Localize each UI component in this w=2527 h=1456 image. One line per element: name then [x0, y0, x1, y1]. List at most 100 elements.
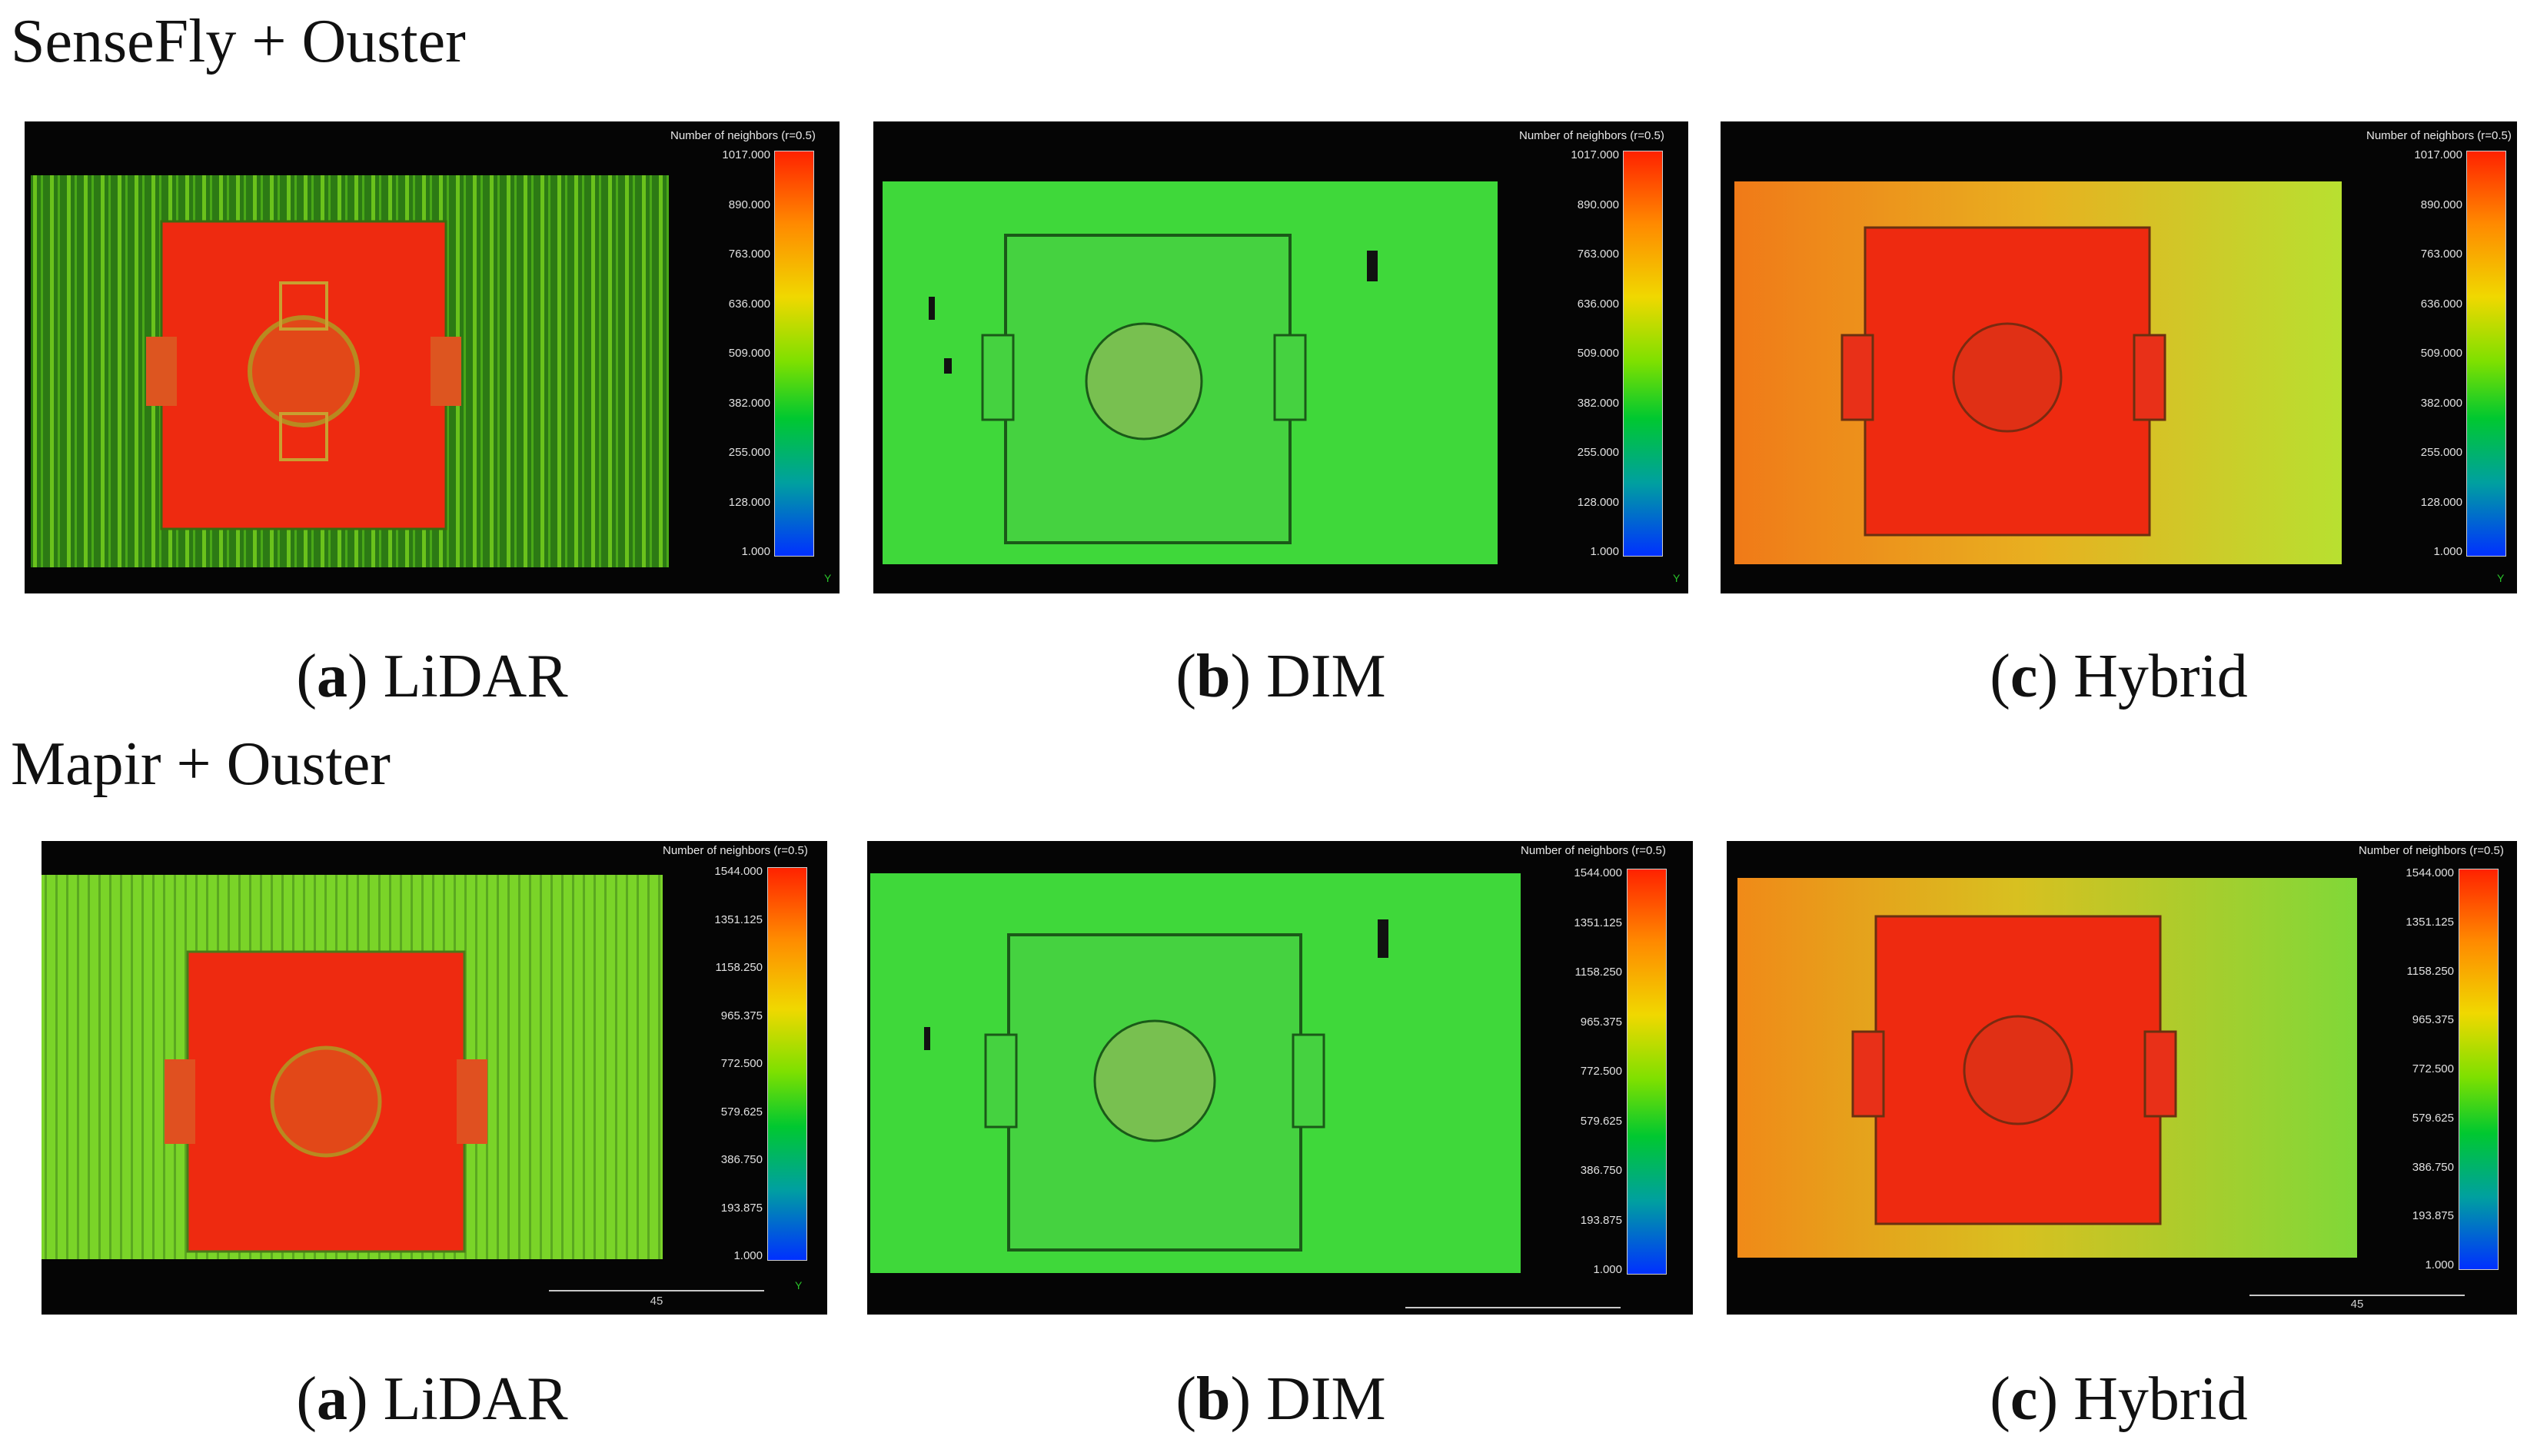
caption-sensefly-hybrid: (c) Hybrid: [1990, 643, 2248, 710]
colorbar-tick-label: 763.000: [728, 248, 770, 261]
colorbar-tick-label: 382.000: [728, 396, 770, 410]
colorbar-tick-label: 636.000: [2420, 297, 2462, 311]
colorbar-tick-label: 509.000: [728, 347, 770, 360]
colorbar-title: Number of neighbors (r=0.5): [2359, 844, 2504, 857]
colorbar-ticks: 1017.000 890.000 763.000 636.000 509.000 382.…: [2401, 148, 2462, 558]
caption-sensefly-dim: (b) DIM: [1175, 643, 1386, 710]
colorbar-tick-label: 1351.125: [2406, 915, 2454, 929]
colorbar-ticks: 1544.000 1351.125 1158.250 965.375 772.500 57…: [1561, 866, 1622, 1276]
scale-bar-label: 45: [650, 1295, 663, 1308]
colorbar-tick-label: 1544.000: [2406, 866, 2454, 879]
colorbar: [1627, 869, 1667, 1275]
panel-sensefly-dim: Number of neighbors (r=0.5) 1017.000 890.…: [873, 121, 1688, 593]
scale-bar-label: 45: [2350, 1298, 2364, 1311]
colorbar-tick-label: 1017.000: [722, 148, 770, 161]
scale-bar: [549, 1290, 764, 1291]
colorbar-tick-label: 1351.125: [1574, 916, 1622, 929]
colorbar-tick-label: 193.875: [1580, 1213, 1622, 1227]
colorbar-tick-label: 1017.000: [2414, 148, 2462, 161]
colorbar-tick-label: 1158.250: [1574, 966, 1622, 979]
colorbar-tick-label: 193.875: [720, 1201, 763, 1215]
colorbar-tick-label: 636.000: [728, 297, 770, 311]
colorbar-tick-label: 890.000: [1577, 198, 1619, 211]
colorbar-ticks: 1544.000 1351.125 1158.250 965.375 772.500 57…: [701, 865, 763, 1262]
panel-sensefly-lidar: Number of neighbors (r=0.5) 1017.000 890.…: [25, 121, 840, 593]
colorbar-tick-label: 1.000: [2425, 1258, 2454, 1272]
colorbar-tick-label: 509.000: [2420, 347, 2462, 360]
colorbar-tick-label: 772.500: [1580, 1065, 1622, 1078]
point-density-map: [1734, 181, 2342, 564]
colorbar-tick-label: 1544.000: [1574, 866, 1622, 879]
panel-mapir-hybrid: Number of neighbors (r=0.5) 1544.000 1351…: [1727, 841, 2517, 1315]
colorbar-title: Number of neighbors (r=0.5): [2366, 129, 2512, 142]
colorbar-ticks: 1017.000 890.000 763.000 636.000 509.000 382.…: [1558, 148, 1619, 558]
colorbar-tick-label: 386.750: [1580, 1164, 1622, 1177]
colorbar-tick-label: 1.000: [733, 1249, 763, 1262]
panel-sensefly-hybrid: Number of neighbors (r=0.5) 1017.000 890.…: [1721, 121, 2517, 593]
colorbar: [1623, 151, 1663, 557]
caption-sensefly-lidar: (a) LiDAR: [296, 643, 568, 710]
point-density-map: [870, 873, 1521, 1273]
colorbar-tick-label: 255.000: [728, 446, 770, 459]
colorbar-tick-label: 1.000: [1593, 1263, 1622, 1276]
colorbar-tick-label: 509.000: [1577, 347, 1619, 360]
caption-mapir-lidar: (a) LiDAR: [296, 1365, 568, 1433]
colorbar: [767, 867, 807, 1261]
caption-mapir-dim: (b) DIM: [1175, 1365, 1386, 1433]
axis-indicator: Y: [2497, 572, 2505, 584]
colorbar-tick-label: 1351.125: [714, 912, 763, 926]
group-title-sensefly: SenseFly + Ouster: [11, 8, 466, 75]
colorbar-tick-label: 193.875: [2412, 1209, 2454, 1223]
scale-bar: [2249, 1295, 2465, 1296]
colorbar-title: Number of neighbors (r=0.5): [663, 844, 808, 857]
colorbar-tick-label: 763.000: [2420, 248, 2462, 261]
colorbar-title: Number of neighbors (r=0.5): [1519, 129, 1664, 142]
colorbar: [2459, 869, 2499, 1270]
colorbar-tick-label: 1544.000: [714, 865, 763, 878]
colorbar-tick-label: 255.000: [1577, 446, 1619, 459]
colorbar-tick-label: 890.000: [2420, 198, 2462, 211]
colorbar-tick-label: 1.000: [2433, 545, 2462, 558]
axis-indicator: Y: [1673, 572, 1681, 584]
panel-mapir-dim: Number of neighbors (r=0.5) 1544.000 1351…: [867, 841, 1693, 1315]
colorbar-tick-label: 579.625: [2412, 1111, 2454, 1125]
colorbar-tick-label: 382.000: [1577, 396, 1619, 410]
colorbar-tick-label: 128.000: [728, 495, 770, 509]
colorbar-tick-label: 1.000: [741, 545, 770, 558]
colorbar-tick-label: 386.750: [2412, 1160, 2454, 1174]
colorbar-tick-label: 1.000: [1590, 545, 1619, 558]
point-density-map: [883, 181, 1498, 564]
colorbar-tick-label: 579.625: [1580, 1114, 1622, 1128]
colorbar-tick-label: 772.500: [2412, 1062, 2454, 1075]
point-density-map: [31, 175, 669, 567]
colorbar-title: Number of neighbors (r=0.5): [1521, 844, 1666, 857]
colorbar-tick-label: 1158.250: [715, 961, 763, 974]
colorbar-tick-label: 763.000: [1577, 248, 1619, 261]
scale-bar: [1405, 1307, 1621, 1308]
colorbar-tick-label: 579.625: [720, 1105, 763, 1119]
point-density-map: [1737, 878, 2357, 1258]
colorbar-tick-label: 128.000: [2420, 495, 2462, 509]
colorbar-tick-label: 1017.000: [1571, 148, 1619, 161]
colorbar: [2466, 151, 2506, 557]
axis-indicator: Y: [824, 572, 832, 584]
colorbar-ticks: 1544.000 1351.125 1158.250 965.375 772.500 57…: [2392, 866, 2454, 1272]
colorbar-tick-label: 636.000: [1577, 297, 1619, 311]
caption-mapir-hybrid: (c) Hybrid: [1990, 1365, 2248, 1433]
colorbar: [774, 151, 814, 557]
panel-mapir-lidar: Number of neighbors (r=0.5) 1544.000 1351…: [42, 841, 827, 1315]
colorbar-tick-label: 128.000: [1577, 495, 1619, 509]
group-title-mapir: Mapir + Ouster: [11, 730, 391, 798]
point-density-map: [42, 875, 663, 1259]
colorbar-tick-label: 965.375: [720, 1009, 763, 1022]
colorbar-tick-label: 965.375: [2412, 1013, 2454, 1027]
colorbar-title: Number of neighbors (r=0.5): [670, 129, 816, 142]
colorbar-tick-label: 772.500: [720, 1057, 763, 1070]
colorbar-tick-label: 255.000: [2420, 446, 2462, 459]
colorbar-tick-label: 386.750: [720, 1153, 763, 1166]
colorbar-tick-label: 890.000: [728, 198, 770, 211]
colorbar-tick-label: 965.375: [1580, 1015, 1622, 1029]
colorbar-ticks: 1017.000 890.000 763.000 636.000 509.000 382.…: [709, 148, 770, 558]
colorbar-tick-label: 382.000: [2420, 396, 2462, 410]
axis-indicator: Y: [795, 1279, 803, 1291]
